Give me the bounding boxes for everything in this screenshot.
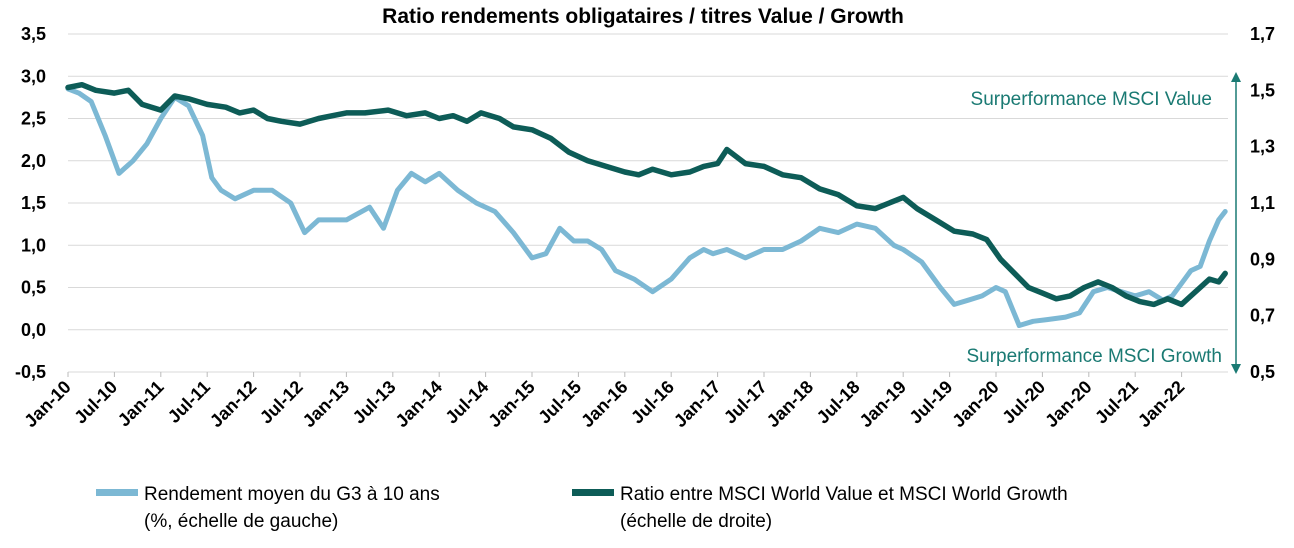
x-tick-label: Jul-12 [256,377,307,428]
x-tick-label: Jan-15 [484,377,538,431]
legend-label-ratio-line2: (échelle de droite) [620,511,772,532]
left-tick-label: 3,5 [21,24,46,44]
x-tick-label: Jan-14 [392,377,446,431]
x-tick-label: Jul-11 [164,377,214,427]
right-axis: 1,7 1,5 1,3 1,1 0,9 0,7 0,5 [1250,24,1275,382]
left-tick-label: 0,0 [21,320,46,340]
series-layer [65,81,1228,328]
left-tick-label: 2,5 [21,109,46,129]
x-tick-label: Jan-12 [206,377,260,431]
x-tick-label: Jul-19 [905,377,956,428]
right-tick-label: 1,3 [1250,137,1275,157]
left-tick-label: 3,0 [21,66,46,86]
x-tick-label: Jan-20 [948,377,1002,431]
left-tick-label: 1,0 [21,235,46,255]
gridlines [68,33,1228,373]
x-tick-label: Jul-17 [720,377,771,428]
x-tick-label: Jan-10 [20,377,74,431]
legend-label-yield: Rendement moyen du G3 à 10 ans [144,484,440,505]
right-tick-label: 1,5 [1250,80,1275,100]
chart-title: Ratio rendements obligataires / titres V… [382,5,904,28]
x-tick-label: Jul-18 [813,377,864,428]
x-axis: Jan-10Jul-10Jan-11Jul-11Jan-12Jul-12Jan-… [20,372,1188,431]
legend-swatch-ratio [572,489,614,496]
annotation-growth-outperformance: Surperformance MSCI Growth [966,346,1222,367]
x-tick-label: Jan-17 [670,377,724,431]
x-tick-label: Jan-11 [114,377,168,431]
right-tick-label: 0,5 [1250,362,1275,382]
right-tick-label: 1,1 [1250,193,1275,213]
right-tick-label: 0,9 [1250,249,1275,269]
x-tick-label: Jul-10 [70,377,121,428]
left-tick-label: -0,5 [15,362,46,382]
left-tick-label: 2,0 [21,151,46,171]
x-tick-label: Jan-22 [1134,377,1188,431]
x-tick-label: Jan-16 [577,377,631,431]
right-tick-label: 1,7 [1250,24,1275,44]
legend-swatch-yield [96,489,138,496]
left-tick-label: 0,5 [21,278,46,298]
x-tick-label: Jan-18 [763,377,817,431]
x-tick-label: Jul-21 [1091,377,1142,428]
annotation-value-outperformance: Surperformance MSCI Value [971,89,1212,110]
left-axis: 3,5 3,0 2,5 2,0 1,5 1,0 0,5 0,0 -0,5 [15,24,46,382]
x-tick-label: Jul-14 [441,377,492,428]
annotation-arrow-up-icon [1231,72,1241,82]
series-line-yield [65,86,1228,328]
annotation-arrow-down-icon [1231,364,1241,374]
x-tick-label: Jan-19 [856,377,910,431]
x-tick-label: Jul-16 [627,377,678,428]
annotations: Surperformance MSCI Value Surperformance… [966,72,1241,374]
legend-label-yield-line2: (%, échelle de gauche) [144,511,338,532]
legend: Rendement moyen du G3 à 10 ans (%, échel… [96,484,1068,532]
series-line-ratio [65,81,1228,308]
legend-label-ratio: Ratio entre MSCI World Value et MSCI Wor… [620,484,1068,505]
x-tick-label: Jan-13 [299,377,353,431]
x-tick-label: Jul-13 [349,377,400,428]
x-tick-label: Jul-20 [998,377,1049,428]
x-tick-label: Jul-15 [534,377,585,428]
right-tick-label: 0,7 [1250,306,1275,326]
left-tick-label: 1,5 [21,193,46,213]
x-tick-label: Jan-20 [1041,377,1095,431]
